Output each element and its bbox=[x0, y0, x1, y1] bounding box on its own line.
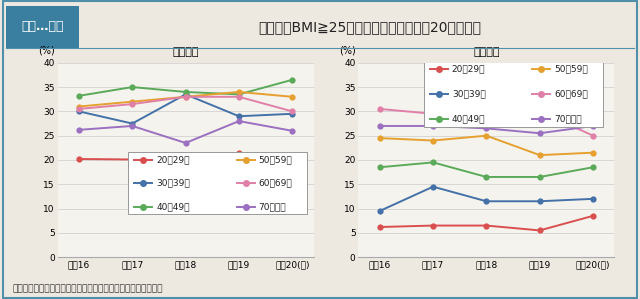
Text: 20～29歳: 20～29歳 bbox=[452, 64, 485, 73]
FancyBboxPatch shape bbox=[128, 152, 307, 214]
Text: 70歳以上: 70歳以上 bbox=[554, 115, 582, 124]
Text: 図表…６５: 図表…６５ bbox=[22, 20, 64, 33]
Text: 40～49歳: 40～49歳 bbox=[452, 115, 485, 124]
Text: 資料：厉生労働省「国民健康・栄養調査」（平成６～２０年）: 資料：厉生労働省「国民健康・栄養調査」（平成６～２０年） bbox=[13, 284, 163, 293]
Text: 60～69歳: 60～69歳 bbox=[554, 89, 588, 98]
Text: 60～69歳: 60～69歳 bbox=[259, 179, 292, 188]
Text: (%): (%) bbox=[339, 45, 356, 55]
Text: （男性）: （男性） bbox=[172, 47, 199, 57]
FancyBboxPatch shape bbox=[424, 61, 603, 127]
Text: 20～29歳: 20～29歳 bbox=[156, 155, 189, 164]
Text: (%): (%) bbox=[38, 45, 55, 55]
Text: 30～39歳: 30～39歳 bbox=[452, 89, 486, 98]
Text: 30～39歳: 30～39歳 bbox=[156, 179, 190, 188]
Bar bbox=[6, 6, 79, 48]
Text: 50～59歳: 50～59歳 bbox=[554, 64, 588, 73]
Text: 肥満者（BMI≧25）の割合の年次推移（20歳以上）: 肥満者（BMI≧25）の割合の年次推移（20歳以上） bbox=[259, 20, 482, 34]
Text: （女性）: （女性） bbox=[473, 47, 500, 57]
Text: 50～59歳: 50～59歳 bbox=[259, 155, 292, 164]
Text: 70歳以上: 70歳以上 bbox=[259, 202, 286, 211]
Text: 40～49歳: 40～49歳 bbox=[156, 202, 189, 211]
